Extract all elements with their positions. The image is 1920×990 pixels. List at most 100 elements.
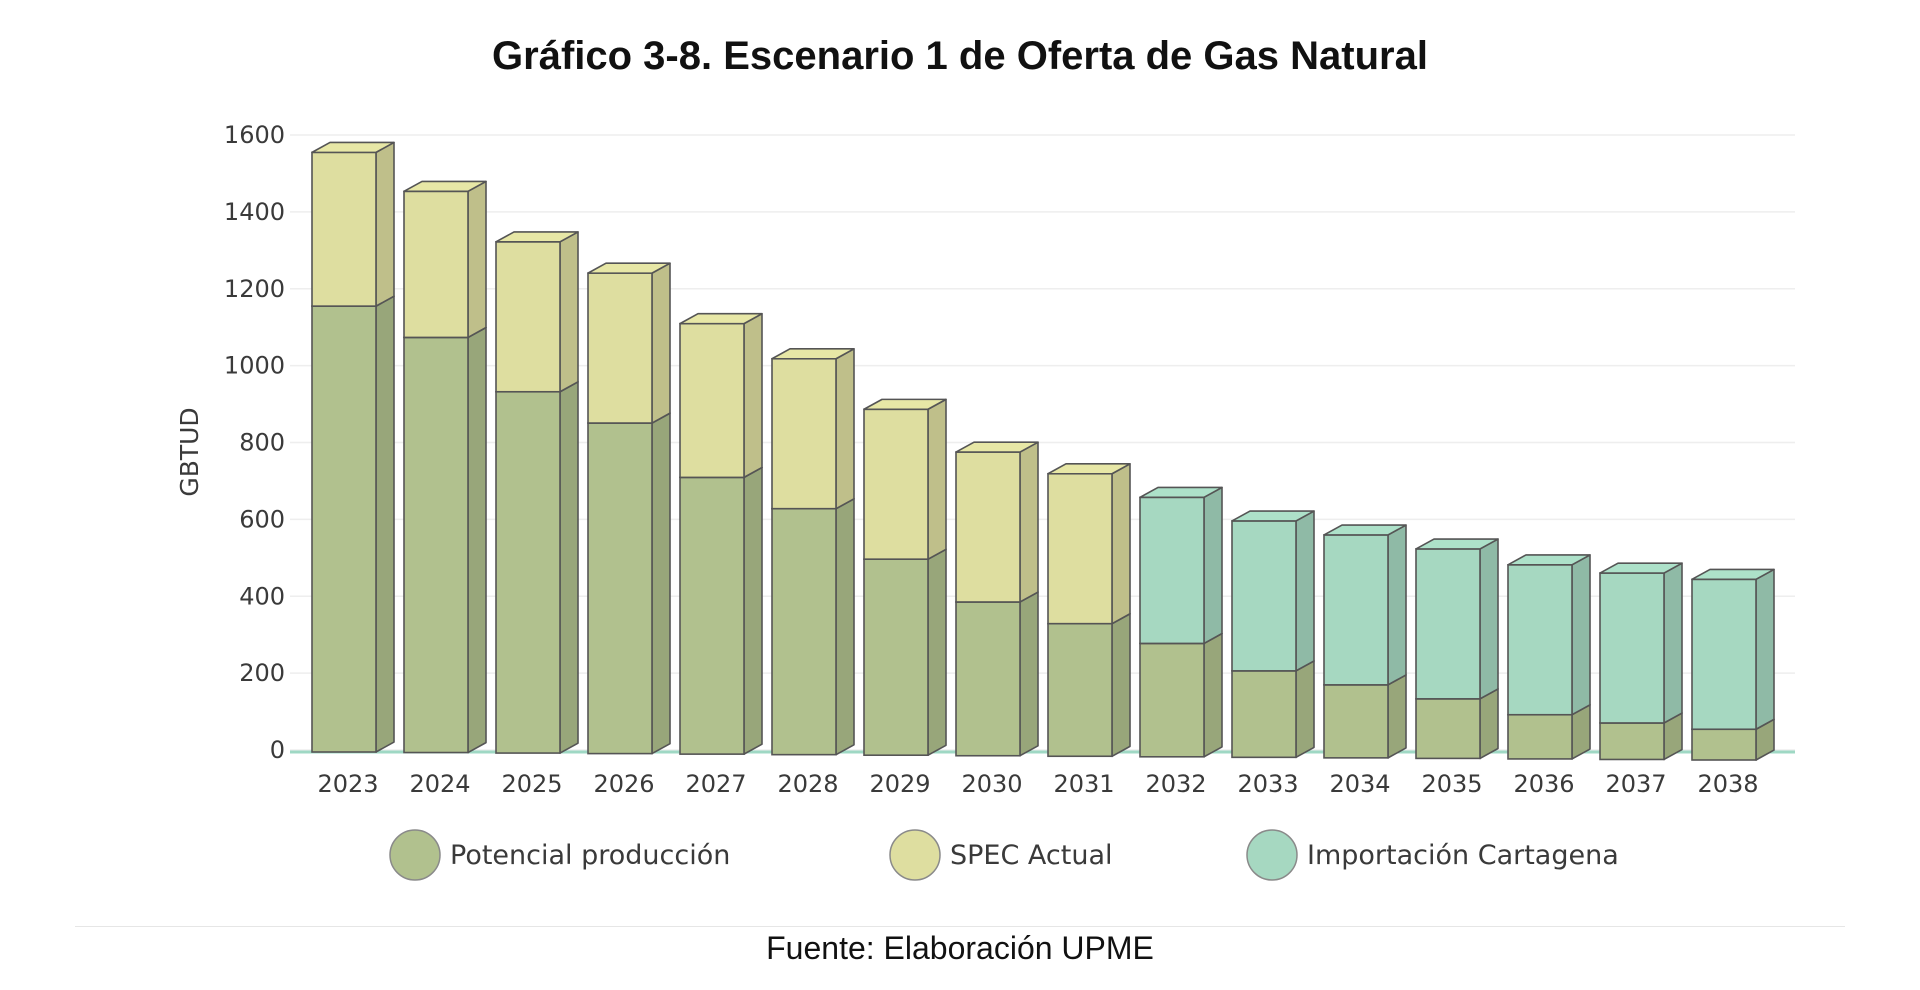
legend-marker-potencial	[389, 829, 441, 881]
bar-segment-2036	[1507, 713, 1573, 760]
bar-segment-2032	[1139, 496, 1205, 645]
x-tick-label: 2030	[961, 770, 1022, 798]
legend-label-potencial: Potencial producción	[450, 840, 730, 871]
legend-marker-importacion	[1246, 829, 1298, 881]
bar-side-2038	[1755, 568, 1775, 731]
bar-segment-2038	[1691, 728, 1757, 761]
bar-segment-2029	[863, 408, 929, 560]
bar-segment-2023	[311, 151, 377, 307]
bar-top-2035	[1415, 538, 1499, 550]
chart-area: 0 200 400 600 800 1000 1200 1400 1600 GBTUD 2023…	[175, 121, 1795, 881]
y-axis-label: GBTUD	[175, 407, 204, 496]
bar-segment-2027	[679, 322, 745, 479]
bar-top-2030	[955, 441, 1039, 453]
bar-segment-2030	[955, 451, 1021, 603]
y-tick-label: 0	[270, 736, 285, 764]
y-tick-label: 600	[239, 505, 285, 533]
x-tick-label: 2037	[1605, 770, 1666, 798]
x-tick-label: 2023	[317, 770, 378, 798]
y-tick-label: 1400	[224, 198, 285, 226]
bar-side-2036	[1571, 554, 1591, 716]
bar-side-2023	[375, 295, 395, 753]
bar-side-2033	[1295, 660, 1315, 759]
x-tick-label: 2035	[1421, 770, 1482, 798]
bar-top-2033	[1231, 510, 1315, 522]
bar-side-2035	[1479, 538, 1499, 700]
bar-segment-2032	[1139, 642, 1205, 758]
y-tick-label: 200	[239, 659, 285, 687]
legend: Potencial producción SPEC Actual Importaci…	[389, 829, 1619, 881]
bar-side-2026	[651, 412, 671, 755]
bar-segment-2034	[1323, 684, 1389, 759]
bar-side-2024	[467, 326, 487, 754]
bar-segment-2037	[1599, 572, 1665, 724]
bar-segment-2026	[587, 272, 653, 424]
bar-side-2035	[1479, 688, 1499, 760]
bar-segment-2031	[1047, 472, 1113, 625]
chart-title: Gráfico 3-8. Escenario 1 de Oferta de Ga…	[492, 34, 1428, 78]
bar-side-2025	[559, 381, 579, 754]
x-tick-label: 2024	[409, 770, 470, 798]
bar-side-2023	[375, 141, 395, 307]
bar-top-2037	[1599, 562, 1683, 574]
divider	[75, 926, 1845, 927]
bar-top-2024	[403, 180, 487, 193]
y-tick-label: 800	[239, 429, 285, 457]
bar-segment-2035	[1415, 548, 1481, 700]
bar-side-2029	[927, 398, 947, 560]
bar-segment-2031	[1047, 622, 1113, 758]
bar-side-2028	[835, 497, 855, 756]
bar-side-2032	[1203, 632, 1223, 758]
bar-segment-2030	[955, 601, 1021, 757]
bar-segment-2037	[1599, 722, 1665, 761]
bar-segment-2035	[1415, 698, 1481, 760]
legend-marker-spec	[889, 829, 941, 881]
y-tick-label: 1000	[224, 352, 285, 380]
bar-top-2027	[679, 312, 763, 325]
bar-side-2028	[835, 348, 855, 510]
y-tick-label: 1200	[224, 275, 285, 303]
bar-top-2034	[1323, 524, 1407, 536]
bar-side-2027	[743, 312, 763, 479]
bars	[311, 141, 1775, 761]
bar-side-2034	[1387, 524, 1407, 686]
x-tick-label: 2032	[1145, 770, 1206, 798]
x-axis-ticks: 2023 2024 2025 2026 2027 2028 2029 2030 2031 2032…	[317, 770, 1758, 798]
bar-side-2034	[1387, 674, 1407, 759]
bar-segment-2038	[1691, 578, 1757, 731]
x-tick-label: 2038	[1697, 770, 1758, 798]
bar-top-2031	[1047, 463, 1131, 475]
x-tick-label: 2034	[1329, 770, 1390, 798]
bar-side-2033	[1295, 510, 1315, 672]
bar-top-2026	[587, 262, 671, 274]
source-note: Fuente: Elaboración UPME	[766, 930, 1154, 966]
bar-segment-2029	[863, 558, 929, 757]
bar-top-2028	[771, 348, 855, 360]
bar-side-2030	[1019, 441, 1039, 603]
x-tick-label: 2026	[593, 770, 654, 798]
x-tick-label: 2029	[869, 770, 930, 798]
y-axis-ticks: 0 200 400 600 800 1000 1200 1400 1600	[224, 121, 285, 764]
bar-segment-2024	[403, 190, 469, 339]
bar-top-2032	[1139, 486, 1223, 499]
bar-segment-2027	[679, 476, 745, 755]
bar-segment-2034	[1323, 534, 1389, 686]
y-tick-label: 400	[239, 582, 285, 610]
bar-side-2026	[651, 262, 671, 424]
bar-side-2030	[1019, 591, 1039, 757]
bar-segment-2026	[587, 422, 653, 755]
bar-side-2031	[1111, 612, 1131, 758]
bar-side-2029	[927, 548, 947, 757]
bar-side-2024	[467, 180, 487, 339]
x-tick-label: 2025	[501, 770, 562, 798]
bar-side-2027	[743, 466, 763, 755]
x-tick-label: 2031	[1053, 770, 1114, 798]
bar-segment-2036	[1507, 564, 1573, 716]
x-tick-label: 2033	[1237, 770, 1298, 798]
bar-segment-2025	[495, 241, 561, 393]
legend-label-spec: SPEC Actual	[950, 840, 1113, 871]
x-tick-label: 2027	[685, 770, 746, 798]
legend-label-importacion: Importación Cartagena	[1307, 840, 1619, 871]
bar-segment-2028	[771, 507, 837, 756]
bar-top-2038	[1691, 568, 1775, 581]
